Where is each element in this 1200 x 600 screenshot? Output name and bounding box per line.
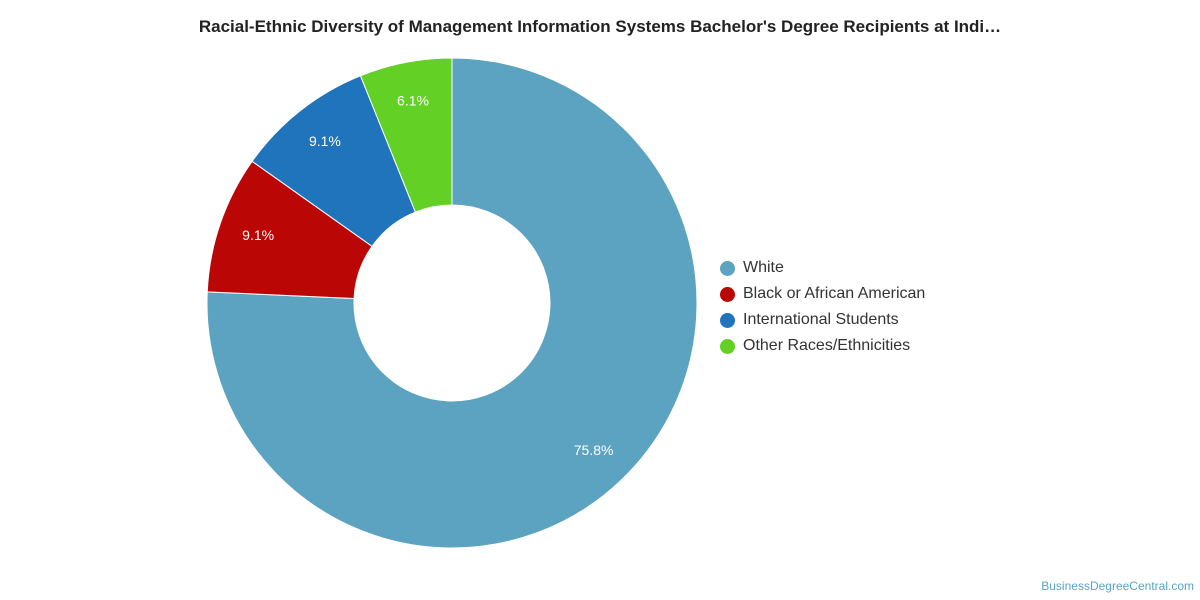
legend-label: Other Races/Ethnicities bbox=[743, 337, 911, 354]
legend-label: White bbox=[743, 259, 784, 276]
slice-0[interactable] bbox=[206, 57, 698, 549]
slice-3[interactable] bbox=[359, 57, 453, 213]
legend-label: Black or African American bbox=[743, 285, 926, 302]
legend-swatch bbox=[720, 338, 735, 354]
slice-label-2: 9.1% bbox=[309, 133, 341, 149]
source-watermark[interactable]: BusinessDegreeCentral.com bbox=[1041, 579, 1194, 593]
legend-item-2[interactable]: International Students bbox=[720, 307, 925, 333]
legend-item-3[interactable]: Other Races/Ethnicities bbox=[720, 333, 925, 359]
legend-swatch bbox=[720, 286, 735, 302]
slice-label-3: 6.1% bbox=[397, 92, 429, 108]
legend-item-0[interactable]: White bbox=[720, 255, 925, 281]
legend-label: International Students bbox=[743, 311, 899, 328]
legend-swatch bbox=[720, 260, 735, 276]
slices-group bbox=[206, 57, 698, 549]
labels-group: 75.8% 9.1% 9.1% 6.1% bbox=[242, 92, 613, 457]
legend: White Black or African American Internatio… bbox=[720, 255, 925, 359]
slice-label-0: 75.8% bbox=[574, 442, 614, 458]
slice-label-1: 9.1% bbox=[242, 227, 274, 243]
legend-swatch bbox=[720, 312, 735, 328]
chart-title: Racial-Ethnic Diversity of Management In… bbox=[198, 17, 1002, 36]
legend-item-1[interactable]: Black or African American bbox=[720, 281, 925, 307]
